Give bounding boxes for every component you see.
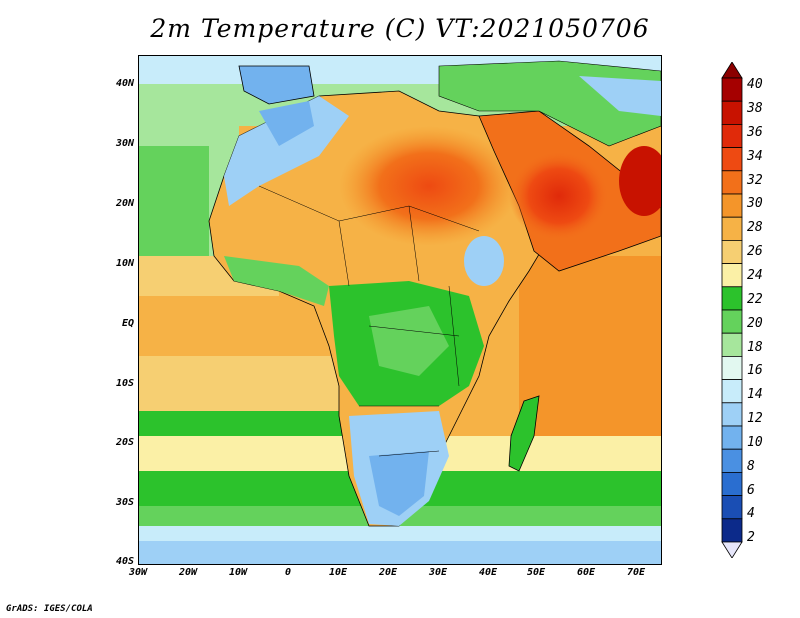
colorbar-swatch xyxy=(721,193,743,218)
colorbar-swatch xyxy=(721,309,743,334)
colorbar-label: 36 xyxy=(747,125,763,140)
map-title: 2m Temperature (C) VT:2021050706 xyxy=(150,14,650,43)
colorbar-swatch xyxy=(721,77,743,102)
colorbar-swatch xyxy=(721,100,743,125)
colorbar-swatch xyxy=(721,471,743,496)
lon-label: 10E xyxy=(328,567,348,578)
colorbar-swatch xyxy=(721,286,743,311)
lon-label: 50E xyxy=(526,567,546,578)
colorbar-label: 22 xyxy=(747,292,763,307)
lat-label: 20S xyxy=(115,437,134,448)
colorbar-bottom-arrow xyxy=(721,541,743,558)
lat-label: 30S xyxy=(115,497,134,508)
colorbar-label: 28 xyxy=(747,220,763,235)
lon-label: 20W xyxy=(178,567,198,578)
colorbar-label: 10 xyxy=(747,435,763,450)
colorbar-swatch xyxy=(721,216,743,241)
lat-label: 40N xyxy=(115,78,134,89)
colorbar-label: 2 xyxy=(747,530,755,545)
colorbar-label: 40 xyxy=(747,77,763,92)
colorbar-top-arrow xyxy=(721,62,743,79)
colorbar-swatch xyxy=(721,495,743,520)
colorbar-label: 16 xyxy=(747,363,763,378)
lon-label: 60E xyxy=(576,567,596,578)
map-field xyxy=(139,56,661,564)
grads-credit: GrADS: IGES/COLA xyxy=(6,604,93,614)
lat-label: 10N xyxy=(115,258,134,269)
colorbar-label: 6 xyxy=(747,483,755,498)
colorbar-swatch xyxy=(721,355,743,380)
colorbar-swatch xyxy=(721,263,743,288)
lon-label: 0 xyxy=(284,567,292,578)
colorbar-label: 34 xyxy=(747,149,763,164)
colorbar-label: 30 xyxy=(747,196,763,211)
colorbar-label: 14 xyxy=(747,387,763,402)
lat-label: 10S xyxy=(115,378,134,389)
colorbar-swatch xyxy=(721,425,743,450)
lat-label: EQ xyxy=(121,318,134,329)
colorbar-swatch xyxy=(721,402,743,427)
lon-label: 70E xyxy=(626,567,646,578)
colorbar-label: 24 xyxy=(747,268,763,283)
colorbar-label: 8 xyxy=(747,459,755,474)
colorbar-swatch xyxy=(721,124,743,149)
lat-label: 40S xyxy=(115,556,134,567)
lon-label: 20E xyxy=(378,567,398,578)
colorbar xyxy=(721,62,743,558)
colorbar-label: 32 xyxy=(747,173,763,188)
colorbar-swatch xyxy=(721,147,743,172)
lat-label: 20N xyxy=(115,198,134,209)
colorbar-swatch xyxy=(721,448,743,473)
colorbar-label: 20 xyxy=(747,316,763,331)
lon-label: 40E xyxy=(478,567,498,578)
colorbar-label: 26 xyxy=(747,244,763,259)
colorbar-swatch xyxy=(721,332,743,357)
lon-label: 10W xyxy=(228,567,248,578)
colorbar-label: 12 xyxy=(747,411,763,426)
lon-label: 30E xyxy=(428,567,448,578)
colorbar-swatch xyxy=(721,518,743,543)
colorbar-label: 4 xyxy=(747,506,755,521)
colorbar-label: 38 xyxy=(747,101,763,116)
colorbar-swatch xyxy=(721,170,743,195)
temperature-map xyxy=(138,55,662,565)
lat-label: 30N xyxy=(115,138,134,149)
lon-label: 30W xyxy=(128,567,148,578)
colorbar-label: 18 xyxy=(747,340,763,355)
colorbar-swatch xyxy=(721,379,743,404)
colorbar-swatch xyxy=(721,239,743,264)
